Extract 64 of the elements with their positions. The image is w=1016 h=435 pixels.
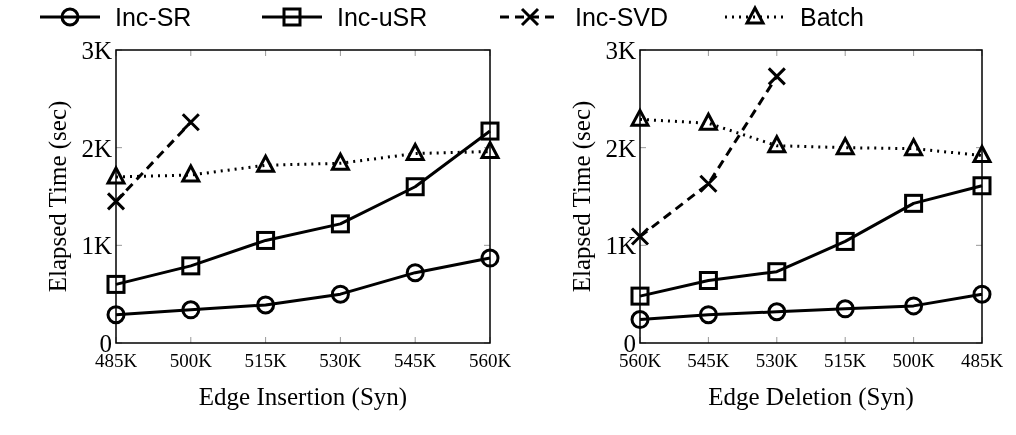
point <box>767 66 787 86</box>
point <box>256 154 276 173</box>
point <box>835 231 855 251</box>
point <box>181 112 201 132</box>
point <box>698 112 718 131</box>
legend-label: Inc-uSR <box>337 3 428 31</box>
point <box>106 191 126 211</box>
y-axis-title: Elapsed Time (sec) <box>44 100 72 293</box>
point <box>835 137 855 156</box>
point <box>698 174 718 194</box>
point <box>904 138 924 157</box>
x-tick-label: 545K <box>687 350 730 371</box>
x-axis-title: Edge Insertion (Syn) <box>198 383 408 411</box>
x-tick-label: 560K <box>468 350 512 371</box>
y-tick-label: 3K <box>81 37 112 64</box>
point <box>767 262 787 282</box>
y-tick-label: 3K <box>605 37 636 64</box>
point <box>630 286 650 306</box>
point <box>480 141 500 160</box>
y-tick-label: 2K <box>605 134 636 162</box>
y-axis-title: Elapsed Time (sec) <box>568 100 596 293</box>
point <box>256 230 276 250</box>
point <box>181 300 201 320</box>
point <box>698 270 718 290</box>
point <box>904 193 924 213</box>
point <box>180 162 202 183</box>
point <box>767 135 787 154</box>
x-tick-label: 500K <box>169 350 213 371</box>
y-tick-label: 1K <box>605 232 636 260</box>
legend-label: Batch <box>800 3 864 31</box>
point <box>630 108 650 127</box>
point <box>972 176 992 196</box>
point <box>972 284 992 304</box>
point <box>106 166 126 185</box>
legend-label: Inc-SR <box>115 3 192 31</box>
point <box>330 214 350 234</box>
point <box>767 302 787 322</box>
point <box>698 305 718 325</box>
point <box>904 296 924 316</box>
point <box>256 295 276 315</box>
y-tick-label: 2K <box>81 134 112 162</box>
x-tick-label: 530K <box>319 350 362 371</box>
x-axis-title: Edge Deletion (Syn) <box>708 383 914 411</box>
point <box>630 310 650 330</box>
point <box>405 177 425 197</box>
point <box>405 263 425 283</box>
point <box>480 248 500 268</box>
y-tick-label: 1K <box>81 232 112 260</box>
point <box>181 256 201 276</box>
point <box>106 305 126 325</box>
point <box>972 144 992 163</box>
x-tick-label: 515K <box>824 350 867 371</box>
x-tick-label: 545K <box>394 350 437 371</box>
point <box>330 152 350 171</box>
x-tick-label: 485K <box>960 350 1004 371</box>
point <box>835 299 855 319</box>
point <box>405 143 425 162</box>
legend-label: Inc-SVD <box>575 3 669 31</box>
point <box>480 121 500 141</box>
x-tick-label: 515K <box>244 350 287 371</box>
x-tick-label: 500K <box>892 350 935 371</box>
point <box>330 284 350 304</box>
x-tick-label: 530K <box>755 350 799 371</box>
point <box>106 274 126 294</box>
